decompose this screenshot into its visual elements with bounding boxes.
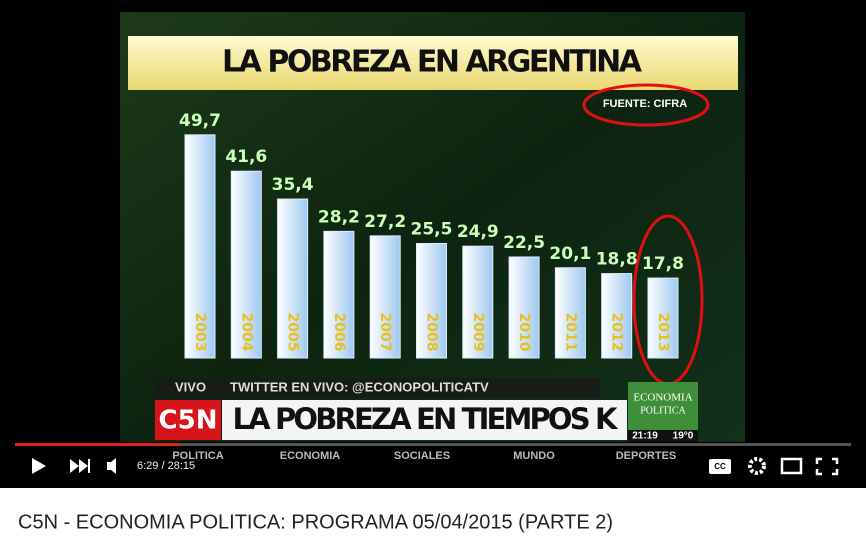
fullscreen-button[interactable] [815,457,839,476]
captions-button[interactable] [709,459,731,474]
bar [416,243,447,359]
value-label: 20,1 [549,244,591,264]
value-label: 28,2 [318,207,360,227]
value-label: 27,2 [364,212,406,232]
video-title: C5N - ECONOMIA POLITICA: PROGRAMA 05/04/… [18,511,613,533]
category-label: 2008 [424,313,440,352]
channel-logo: C5N [159,406,218,436]
highlight-circle [582,83,710,127]
menu-item: DEPORTES [616,450,677,462]
settings-button[interactable] [748,457,766,475]
category-label: 2007 [377,313,393,352]
category-label: 2004 [238,313,254,352]
category-label: 2011 [562,313,578,352]
chart-source: FUENTE: CIFRA [603,98,687,110]
headline-band [222,400,627,440]
channel-box [155,400,221,440]
chart-title: LA POBREZA EN ARGENTINA [222,45,643,80]
logo-line: ECONOMIA [633,392,692,404]
progress-track[interactable] [15,443,851,446]
play-button[interactable] [32,458,46,474]
chart-title-band [128,36,738,90]
menu-item: POLITICA [172,450,223,462]
bar [554,267,586,359]
bar [462,245,494,359]
bar [323,230,355,359]
value-label: 41,6 [225,147,267,167]
value-label: 17,8 [642,254,684,274]
value-label: 24,9 [457,222,499,242]
menu-item: ECONOMIA [280,450,341,462]
menu-item: MUNDO [513,450,555,462]
bar [647,277,679,359]
twitter-label: TWITTER EN VIVO: @ECONOPOLITICATV [230,379,489,394]
value-label: 49,7 [179,111,221,131]
time-display: 6:29 / 28:15 [137,460,195,472]
value-label: 18,8 [596,250,638,270]
value-label: 25,5 [411,220,453,240]
bar [601,273,633,359]
bar [184,134,216,359]
category-label: 2010 [516,313,532,352]
category-label: 2006 [331,313,347,352]
logo-line: POLITICA [640,405,686,416]
category-label: 2009 [470,313,486,352]
bar [369,235,401,359]
clock: 21:19 [632,431,658,442]
headline: LA POBREZA EN TIEMPOS K [233,402,620,436]
ticker-band [155,378,600,398]
theater-button[interactable] [780,457,803,475]
progress-played [15,443,180,446]
value-label: 22,5 [503,233,545,253]
logo-box [628,382,698,430]
clock-box [628,430,698,442]
temperature: 19°0 [673,431,694,442]
menu-item: SOCIALES [394,450,450,462]
bar [277,198,309,359]
next-button[interactable] [70,459,90,473]
volume-button[interactable] [107,458,116,474]
category-label: 2012 [609,313,625,352]
bar [230,170,262,359]
category-label: 2013 [655,313,671,352]
bar [508,256,540,359]
value-label: 35,4 [272,175,314,195]
captions-label: CC [714,462,726,471]
live-label: VIVO [175,379,206,394]
category-label: 2005 [285,313,301,352]
category-label: 2003 [192,313,208,352]
